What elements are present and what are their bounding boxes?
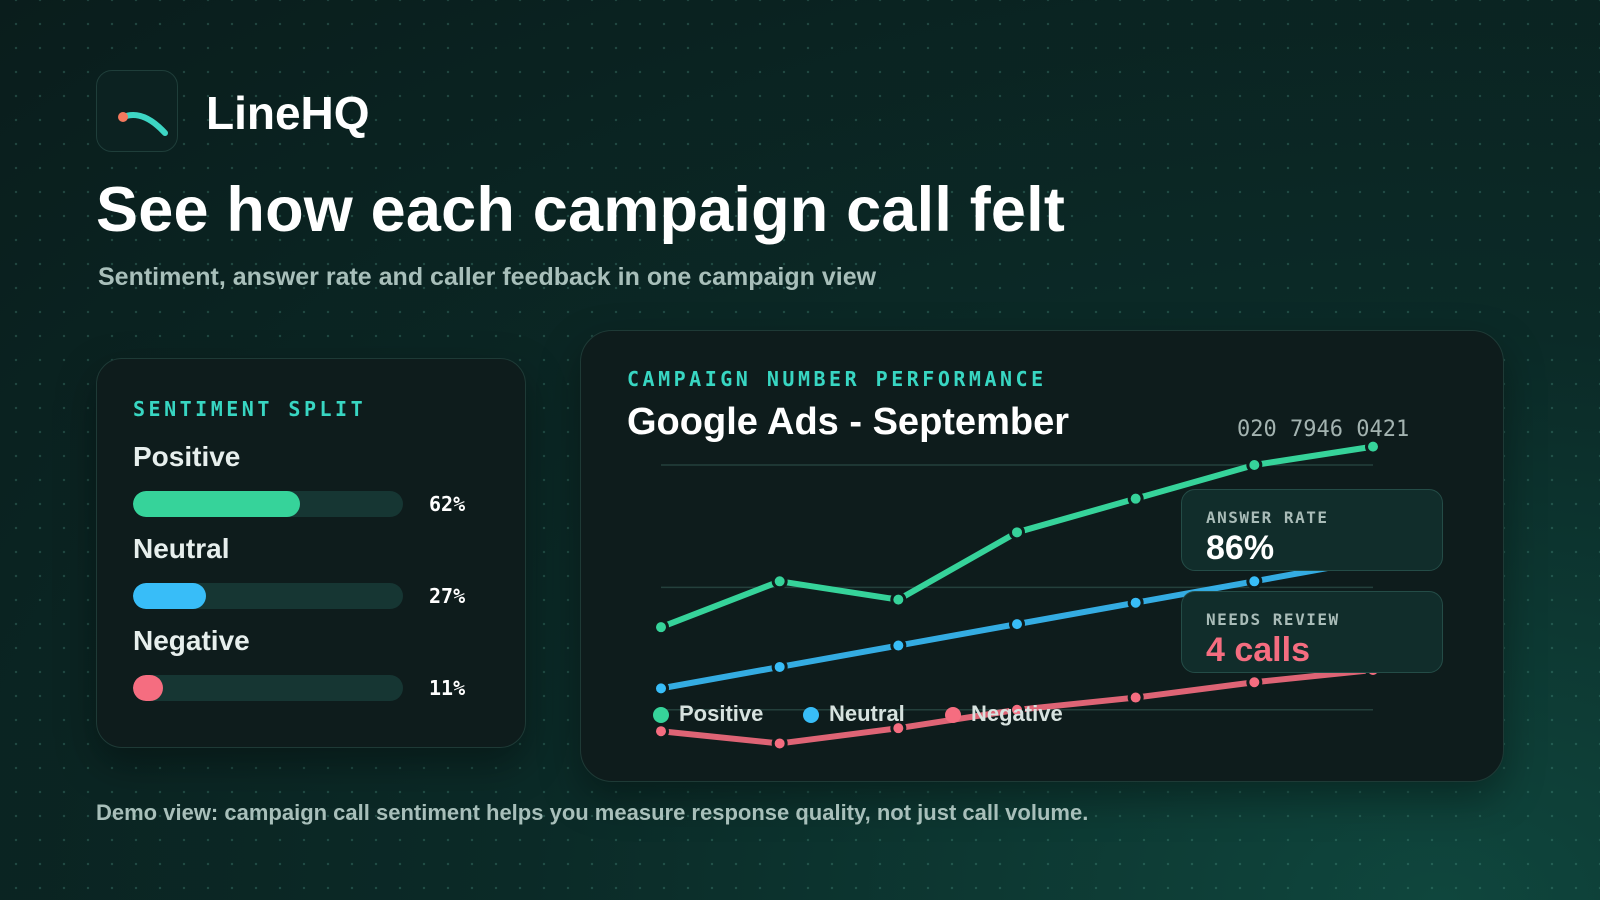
brand-name: LineHQ bbox=[206, 87, 370, 139]
legend-label-positive: Positive bbox=[679, 701, 764, 726]
data-point-neutral-5 bbox=[1246, 573, 1263, 590]
legend-label-negative: Negative bbox=[971, 701, 1063, 726]
sentiment-fill-positive bbox=[133, 491, 301, 517]
legend-dot-negative bbox=[945, 707, 961, 723]
sentiment-fill-neutral bbox=[133, 583, 206, 609]
swoosh-logo-icon bbox=[118, 112, 168, 136]
sentiment-split-card: SENTIMENT SPLIT Positive 62% Neutral 27%… bbox=[96, 358, 526, 748]
data-point-positive-5 bbox=[1246, 457, 1263, 473]
page-subtitle: Sentiment, answer rate and caller feedba… bbox=[98, 263, 877, 291]
data-point-positive-0 bbox=[653, 619, 669, 636]
legend-dot-neutral bbox=[803, 707, 819, 723]
campaign-performance-card: CAMPAIGN NUMBER PERFORMANCE Google Ads -… bbox=[580, 330, 1504, 782]
needs-review-value: 4 calls bbox=[1206, 631, 1310, 669]
data-point-negative-5 bbox=[1246, 674, 1263, 691]
sentiment-fill-negative bbox=[133, 675, 163, 701]
data-point-positive-2 bbox=[890, 591, 907, 608]
data-point-positive-4 bbox=[1127, 490, 1144, 507]
data-point-positive-6 bbox=[1365, 438, 1381, 455]
data-point-neutral-4 bbox=[1127, 594, 1144, 611]
data-point-positive-1 bbox=[771, 573, 788, 590]
data-point-neutral-3 bbox=[1009, 616, 1025, 633]
data-point-negative-3 bbox=[1009, 701, 1025, 718]
sentiment-label-negative: Negative bbox=[133, 625, 250, 656]
answer-rate-value: 86% bbox=[1206, 529, 1275, 567]
sentiment-bar-neutral bbox=[133, 583, 403, 609]
sentiment-percent-positive: 62% bbox=[429, 492, 466, 516]
sentiment-bar-positive bbox=[133, 491, 403, 517]
needs-review-card: NEEDS REVIEW 4 calls bbox=[1181, 591, 1443, 673]
answer-rate-card: ANSWER RATE 86% bbox=[1181, 489, 1443, 571]
sentiment-percent-neutral: 27% bbox=[429, 584, 466, 608]
data-point-negative-0 bbox=[653, 723, 669, 740]
sentiment-bar-negative bbox=[133, 675, 403, 701]
sentiment-percent-negative: 11% bbox=[429, 676, 466, 700]
data-point-neutral-2 bbox=[890, 637, 907, 654]
data-point-negative-1 bbox=[771, 735, 788, 752]
page-title: See how each campaign call felt bbox=[96, 175, 1066, 245]
footer-note: Demo view: campaign call sentiment helps… bbox=[96, 800, 1089, 825]
performance-eyebrow: CAMPAIGN NUMBER PERFORMANCE bbox=[627, 367, 1047, 391]
sentiment-label-positive: Positive bbox=[133, 441, 241, 472]
data-point-neutral-1 bbox=[771, 658, 788, 675]
data-point-negative-4 bbox=[1127, 689, 1144, 706]
sentiment-eyebrow: SENTIMENT SPLIT bbox=[133, 397, 367, 421]
campaign-title: Google Ads - September bbox=[627, 401, 1069, 443]
sentiment-trend-chart bbox=[653, 438, 1381, 752]
data-point-positive-3 bbox=[1009, 524, 1025, 541]
campaign-phone-number: 020 7946 0421 bbox=[1237, 417, 1410, 442]
data-point-neutral-0 bbox=[653, 680, 669, 697]
data-point-negative-2 bbox=[890, 720, 907, 737]
logo bbox=[96, 70, 178, 152]
needs-review-label: NEEDS REVIEW bbox=[1206, 610, 1340, 629]
legend-dot-positive bbox=[653, 707, 669, 723]
legend-label-neutral: Neutral bbox=[829, 701, 905, 726]
sentiment-label-neutral: Neutral bbox=[133, 533, 230, 564]
answer-rate-label: ANSWER RATE bbox=[1206, 508, 1329, 527]
